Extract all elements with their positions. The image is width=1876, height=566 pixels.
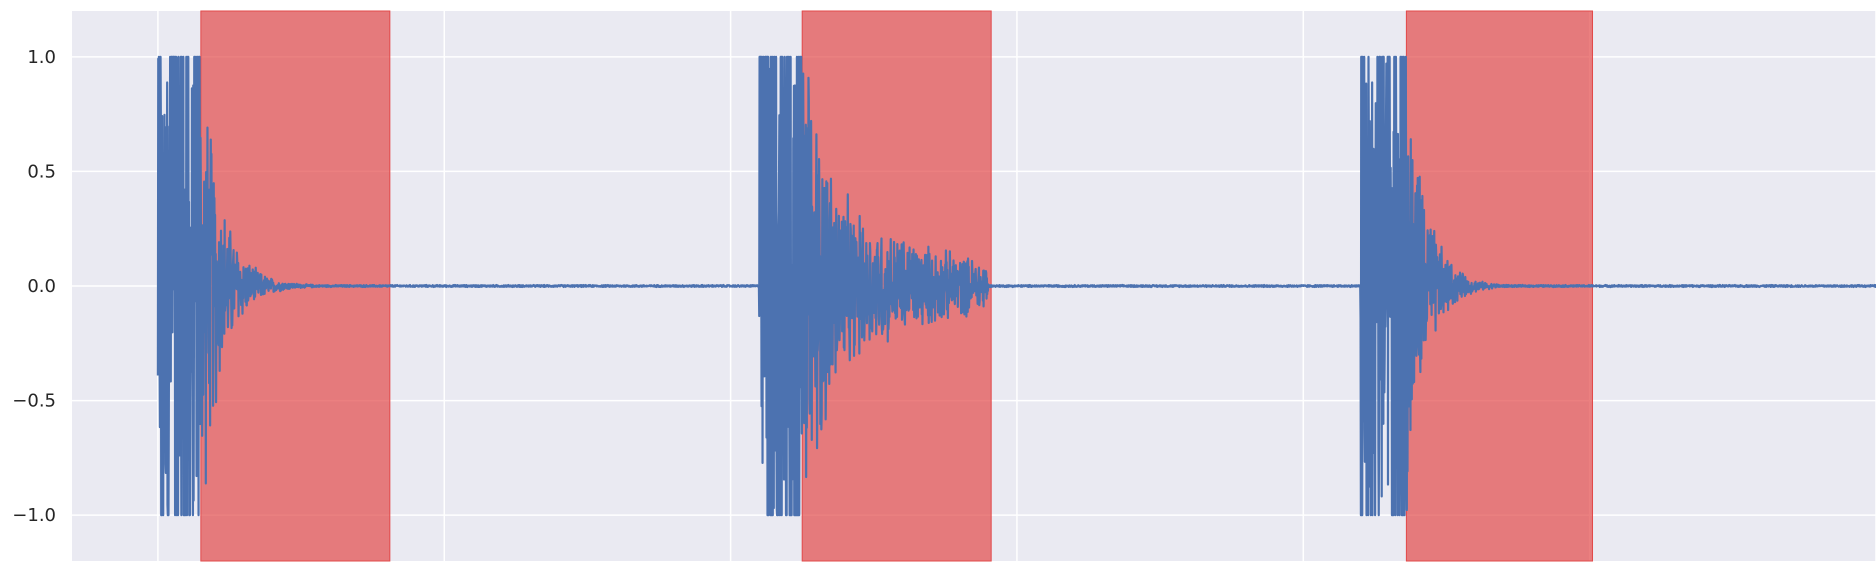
y-tick-label: 0.5 (27, 161, 56, 182)
y-tick-label: −0.5 (12, 391, 56, 412)
y-tick-label: 1.0 (27, 47, 56, 68)
y-tick-label: −1.0 (12, 505, 56, 526)
waveform-line (156, 55, 1876, 517)
waveform-series (156, 55, 1876, 517)
y-tick-labels: −1.0 −0.5 0.0 0.5 1.0 (12, 47, 56, 526)
y-tick-label: 0.0 (27, 276, 56, 297)
